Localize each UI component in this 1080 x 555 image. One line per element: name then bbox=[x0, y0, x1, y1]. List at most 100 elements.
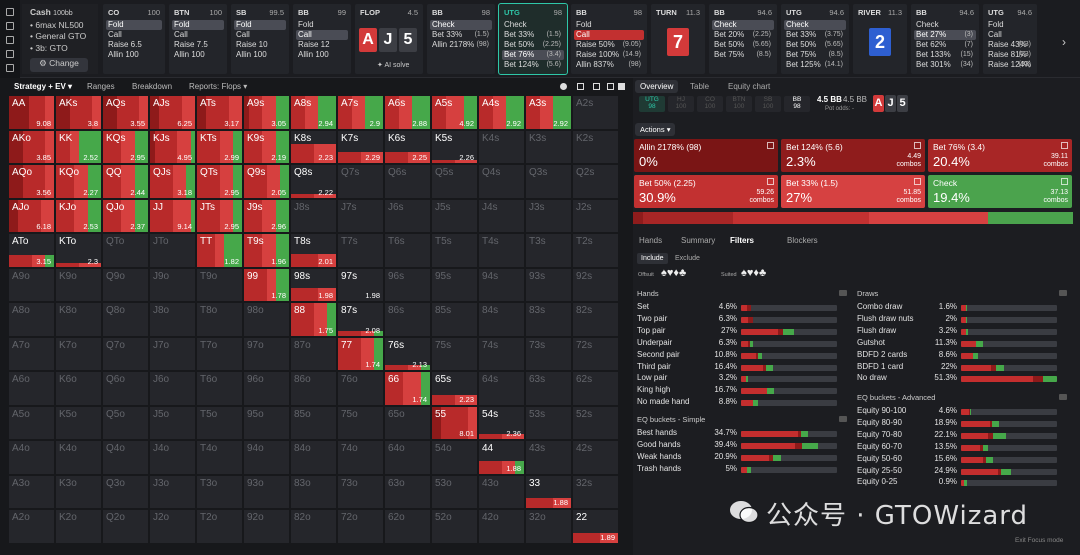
hand-cell-94s[interactable]: 94s bbox=[478, 267, 525, 302]
hand-cell-A8s[interactable]: A8s 2.94 bbox=[290, 95, 337, 130]
hand-cell-ATs[interactable]: ATs 3.17 bbox=[196, 95, 243, 130]
hand-cell-84o[interactable]: 84o bbox=[290, 440, 337, 475]
hand-cell-AJo[interactable]: AJo 6.18 bbox=[8, 198, 55, 233]
hand-cell-55[interactable]: 55 8.01 bbox=[431, 405, 478, 440]
hand-cell-KJo[interactable]: KJo 2.53 bbox=[55, 198, 102, 233]
hand-cell-T2o[interactable]: T2o bbox=[196, 509, 243, 544]
hand-cell-T2s[interactable]: T2s bbox=[572, 233, 619, 268]
hand-cell-84s[interactable]: 84s bbox=[478, 302, 525, 337]
street-turn-8[interactable]: TURN 11.3 7 bbox=[651, 4, 705, 74]
hand-cell-K2s[interactable]: K2s bbox=[572, 129, 619, 164]
hand-cell-J4o[interactable]: J4o bbox=[149, 440, 196, 475]
action-option[interactable]: Check bbox=[712, 20, 774, 30]
hand-cell-97o[interactable]: 97o bbox=[243, 336, 290, 371]
hand-cell-Q2o[interactable]: Q2o bbox=[102, 509, 149, 544]
hand-cell-93o[interactable]: 93o bbox=[243, 474, 290, 509]
hand-cell-A9s[interactable]: A9s 3.05 bbox=[243, 95, 290, 130]
hand-cell-J8s[interactable]: J8s bbox=[290, 198, 337, 233]
street-btn-1[interactable]: BTN 100 Fold Call Raise 7.5 Allin 100 bbox=[169, 4, 227, 74]
hand-cell-88[interactable]: 88 1.75 bbox=[290, 302, 337, 337]
hand-cell-Q9o[interactable]: Q9o bbox=[102, 267, 149, 302]
tab-breakdown[interactable]: Breakdown bbox=[132, 82, 173, 91]
action-option[interactable]: Bet 33% (1.5) bbox=[502, 30, 564, 40]
hand-cell-93s[interactable]: 93s bbox=[525, 267, 572, 302]
filter-row[interactable]: No draw 51.3% bbox=[857, 373, 1067, 384]
hand-cell-33[interactable]: 33 1.88 bbox=[525, 474, 572, 509]
hand-cell-JTo[interactable]: JTo bbox=[149, 233, 196, 268]
hand-cell-QJs[interactable]: QJs 3.18 bbox=[149, 164, 196, 199]
hand-cell-75o[interactable]: 75o bbox=[337, 405, 384, 440]
street-utg-13[interactable]: UTG 94.6 Fold Call Raise 43% (13) Raise 81% (23… bbox=[983, 4, 1037, 74]
action-option[interactable]: Bet 76% (3.4) bbox=[502, 50, 564, 60]
hand-cell-42s[interactable]: 42s bbox=[572, 440, 619, 475]
hand-cell-JJ[interactable]: JJ 9.14 bbox=[149, 198, 196, 233]
action-option[interactable]: Allin 837% (98) bbox=[574, 60, 644, 70]
hand-cell-A5s[interactable]: A5s 4.92 bbox=[431, 95, 478, 130]
tab-table[interactable]: Table bbox=[690, 82, 710, 91]
filter-row[interactable]: Weak hands 20.9% bbox=[637, 452, 847, 463]
analyze-icon[interactable] bbox=[6, 64, 14, 72]
include-toggle[interactable]: Include bbox=[637, 253, 668, 264]
street-utg-6[interactable]: UTG 98 Check Bet 33% (1.5) Bet 50% (2.25) Bet 7… bbox=[498, 3, 568, 75]
filter-row[interactable]: Equity 60-70 13.5% bbox=[857, 442, 1067, 453]
filter-row[interactable]: Two pair 6.3% bbox=[637, 314, 847, 325]
action-option[interactable]: Check bbox=[784, 20, 846, 30]
hand-cell-Q8o[interactable]: Q8o bbox=[102, 302, 149, 337]
hand-cell-83s[interactable]: 83s bbox=[525, 302, 572, 337]
actions-dropdown[interactable]: Actions ▾ bbox=[635, 123, 676, 136]
subtab-filters[interactable]: Filters bbox=[730, 236, 755, 245]
hand-cell-AQo[interactable]: AQo 3.56 bbox=[8, 164, 55, 199]
action-option[interactable]: Check bbox=[502, 20, 564, 30]
filter-row[interactable]: BDFD 1 card 22% bbox=[857, 362, 1067, 373]
street-sb-2[interactable]: SB 99.5 Fold Call Raise 10 Allin 100 bbox=[231, 4, 289, 74]
street-flop-4[interactable]: FLOP 4.5 A J 5 ✦ AI solve bbox=[355, 4, 423, 74]
filter-row[interactable]: BDFD 2 cards 8.6% bbox=[857, 350, 1067, 361]
hand-cell-74o[interactable]: 74o bbox=[337, 440, 384, 475]
hand-cell-73o[interactable]: 73o bbox=[337, 474, 384, 509]
hand-cell-T5s[interactable]: T5s bbox=[431, 233, 478, 268]
hand-cell-KTo[interactable]: KTo 2.3 bbox=[55, 233, 102, 268]
subtab-summary[interactable]: Summary bbox=[681, 236, 716, 245]
hand-cell-K3o[interactable]: K3o bbox=[55, 474, 102, 509]
hand-cell-Q5o[interactable]: Q5o bbox=[102, 405, 149, 440]
filter-row[interactable]: Equity 25-50 24.9% bbox=[857, 466, 1067, 477]
action-option[interactable]: Bet 124% (5.6) bbox=[502, 60, 564, 70]
hand-cell-A3o[interactable]: A3o bbox=[8, 474, 55, 509]
hand-cell-T3o[interactable]: T3o bbox=[196, 474, 243, 509]
hand-cell-52s[interactable]: 52s bbox=[572, 405, 619, 440]
hand-cell-K6s[interactable]: K6s 2.25 bbox=[384, 129, 431, 164]
action-option[interactable]: Bet 50% (2.25) bbox=[502, 40, 564, 50]
action-option[interactable]: Call bbox=[234, 30, 286, 40]
hand-cell-K9o[interactable]: K9o bbox=[55, 267, 102, 302]
offsuit-suit-icons[interactable]: ♠♥♦♣ bbox=[661, 267, 687, 279]
action-box[interactable]: Bet 33% (1.5) 27% 51.85 combos bbox=[781, 175, 925, 208]
hand-cell-A5o[interactable]: A5o bbox=[8, 405, 55, 440]
action-option[interactable]: Bet 62% (7) bbox=[914, 40, 976, 50]
tab-ranges[interactable]: Ranges bbox=[87, 82, 115, 91]
position-hj[interactable]: HJ 100 bbox=[668, 96, 694, 112]
filter-row[interactable]: Equity 0-25 0.9% bbox=[857, 477, 1067, 488]
hand-cell-64s[interactable]: 64s bbox=[478, 371, 525, 406]
tab-strategy-ev[interactable]: Strategy + EV ▾ bbox=[14, 82, 73, 91]
action-option[interactable]: Fold bbox=[296, 20, 348, 30]
hand-cell-65s[interactable]: 65s 2.23 bbox=[431, 371, 478, 406]
hand-cell-J7o[interactable]: J7o bbox=[149, 336, 196, 371]
hand-cell-82o[interactable]: 82o bbox=[290, 509, 337, 544]
hand-cell-76o[interactable]: 76o bbox=[337, 371, 384, 406]
layout-icon[interactable] bbox=[577, 83, 584, 90]
hand-cell-KJs[interactable]: KJs 4.95 bbox=[149, 129, 196, 164]
chevron-right-icon[interactable]: › bbox=[1062, 35, 1066, 49]
action-option[interactable]: Bet 50% (5.65) bbox=[712, 40, 774, 50]
filter-row[interactable]: Third pair 16.4% bbox=[637, 362, 847, 373]
hand-cell-A2s[interactable]: A2s bbox=[572, 95, 619, 130]
hand-cell-T7s[interactable]: T7s bbox=[337, 233, 384, 268]
position-sb[interactable]: SB 100 bbox=[755, 96, 781, 112]
hand-cell-AKs[interactable]: AKs 3.8 bbox=[55, 95, 102, 130]
hand-cell-98o[interactable]: 98o bbox=[243, 302, 290, 337]
hand-cell-Q6s[interactable]: Q6s bbox=[384, 164, 431, 199]
action-option[interactable]: Call bbox=[296, 30, 348, 40]
action-option[interactable]: Call bbox=[106, 30, 162, 40]
hand-cell-53s[interactable]: 53s bbox=[525, 405, 572, 440]
filter-row[interactable]: Low pair 3.2% bbox=[637, 373, 847, 384]
hand-cell-73s[interactable]: 73s bbox=[525, 336, 572, 371]
